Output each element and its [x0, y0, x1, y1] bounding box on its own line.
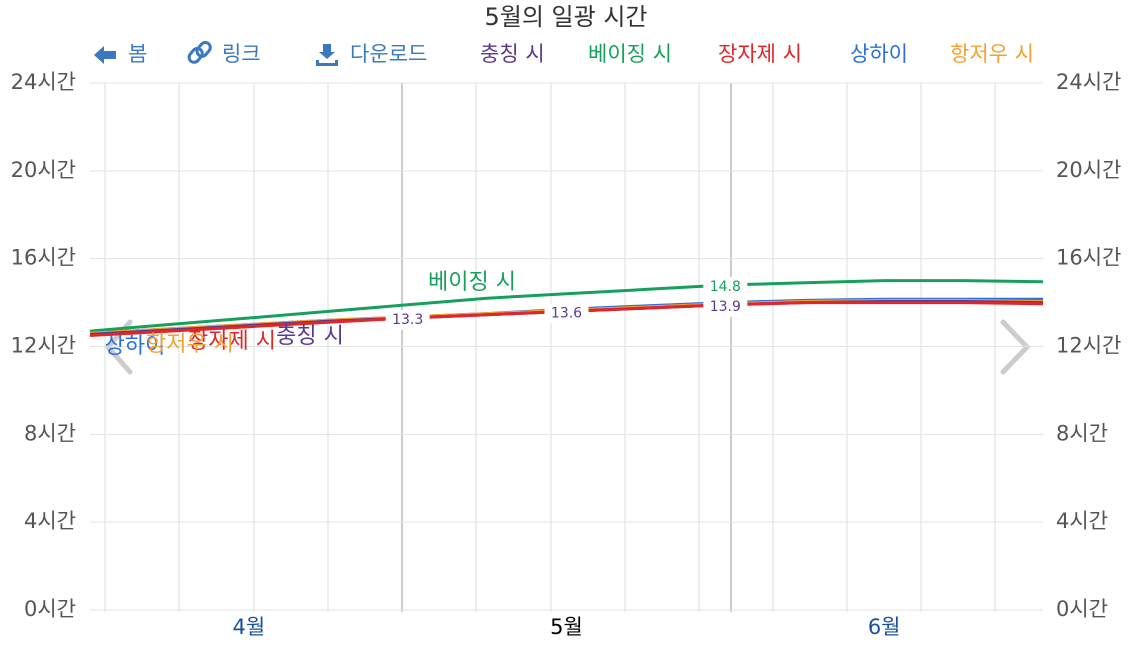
series-inline-label: 상하이 — [105, 334, 166, 359]
x-tick-label: 6월 — [868, 615, 901, 639]
y-tick-label: 4시간 — [24, 509, 76, 533]
back-icon[interactable] — [94, 46, 116, 64]
series-line — [89, 279, 1044, 333]
x-tick-label: 5월 — [550, 615, 583, 639]
y-tick-label: 8시간 — [24, 421, 76, 445]
y-tick-label: 16시간 — [11, 246, 76, 270]
y2-tick-label: 8시간 — [1056, 421, 1108, 445]
legend-entry[interactable]: 베이징 시 — [588, 42, 672, 66]
y-tick-label: 20시간 — [11, 158, 76, 182]
y-tick-label: 24시간 — [11, 70, 76, 94]
toolbar: 봄 링크 다운로드 — [94, 40, 427, 66]
link-icon[interactable] — [187, 40, 212, 64]
series-inline-label: 충칭 시 — [276, 324, 344, 349]
y2-tick-label: 16시간 — [1056, 246, 1121, 270]
toolbar-button[interactable]: 봄 — [128, 42, 147, 66]
x-tick-label: 4월 — [232, 615, 265, 639]
y2-tick-label: 0시간 — [1056, 597, 1108, 621]
download-icon[interactable] — [316, 44, 338, 66]
data-label: 14.8 — [710, 279, 741, 295]
y-tick-label: 0시간 — [24, 597, 76, 621]
legend-entry[interactable]: 충칭 시 — [480, 42, 545, 66]
y2-tick-label: 12시간 — [1056, 334, 1121, 358]
data-label: 13.6 — [551, 305, 582, 321]
y-tick-label: 12시간 — [11, 334, 76, 358]
data-label: 13.3 — [392, 312, 423, 328]
data-label: 13.9 — [710, 299, 741, 315]
series-inline-label: 베이징 시 — [428, 270, 516, 295]
legend-entry[interactable]: 장자제 시 — [718, 42, 802, 66]
chart-title: 5월의 일광 시간 — [484, 3, 647, 31]
y2-tick-label: 24시간 — [1056, 70, 1121, 94]
label-background — [544, 303, 589, 324]
label-background — [703, 277, 748, 298]
y2-tick-label: 4시간 — [1056, 509, 1108, 533]
series-inline-label: 장자제 시 — [188, 329, 276, 354]
series-inline-label: 항저우 시 — [146, 332, 234, 357]
label-background — [385, 309, 430, 330]
toolbar-button[interactable]: 다운로드 — [350, 42, 427, 66]
legend-entry[interactable]: 상하이 — [850, 42, 908, 66]
y2-tick-label: 20시간 — [1056, 158, 1121, 182]
toolbar-button[interactable]: 링크 — [222, 42, 261, 66]
legend-entry[interactable]: 항저우 시 — [950, 42, 1034, 66]
label-background — [703, 296, 748, 317]
